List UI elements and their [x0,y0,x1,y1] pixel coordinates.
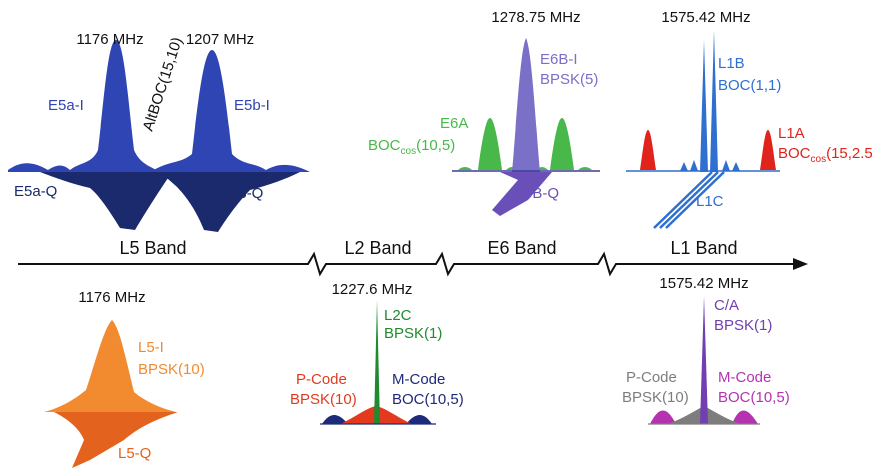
l1c-lines [653,171,725,229]
l1-pcode-label: P-Code [626,369,677,386]
l1-pcode-modulation: BPSK(10) [622,389,689,406]
e6b-q-label: E6B-Q [514,185,559,202]
l2c-modulation: BPSK(1) [384,325,442,342]
l2-mcode-lobes [322,415,432,424]
gps-l5-spectrum [44,320,178,468]
l2c-line [374,300,380,424]
l5-q-lobe [54,412,178,468]
axis-arrow-head [793,258,808,270]
l1b-main-lobes [700,30,718,172]
e6b-i-lobe [512,38,540,172]
l5-i-modulation: BPSK(10) [138,361,205,378]
l5-i-label: L5-I [138,339,164,356]
ca-label: C/A [714,297,739,314]
galileo-e5-spectrum [8,40,310,232]
e5b-i-lobe [150,50,310,172]
l1a-modulation: BOCcos(15,2.5 [778,145,873,165]
altboc-label: AltBOC(15,10) [140,35,186,133]
band-label-l5: L5 Band [119,238,186,258]
ca-modulation: BPSK(1) [714,317,772,334]
l1b-modulation: BOC(1,1) [718,77,781,94]
e5b-q-lobe [160,172,300,232]
e5b-q-label: E5b-Q [220,185,263,202]
l1-small-lobes [680,160,740,171]
frequency-axis [18,251,808,277]
e5a-frequency: 1176 MHz [76,31,143,48]
e5a-i-label: E5a-I [48,97,84,114]
l2-mcode-label: M-Code [392,371,445,388]
l2-mcode-modulation: BOC(10,5) [392,391,464,408]
l2c-label: L2C [384,307,412,324]
l1-mcode-modulation: BOC(10,5) [718,389,790,406]
l1a-label: L1A [778,125,805,142]
l1-mcode-label: M-Code [718,369,771,386]
l5-frequency: 1176 MHz [78,289,145,306]
l1-frequency: 1575.42 MHz [661,9,750,26]
e6-frequency: 1278.75 MHz [491,9,580,26]
l1a-left-lobe [640,130,656,170]
gps-l1-spectrum [648,296,760,425]
e6-small-lobes [458,167,592,170]
band-label-l2: L2 Band [344,238,411,258]
e5a-i-lobe [8,40,160,172]
l2-frequency: 1227.6 MHz [332,281,413,298]
l5-q-label: L5-Q [118,445,151,462]
e5b-frequency: 1207 MHz [186,31,254,48]
ca-line [700,296,708,424]
e6a-modulation: BOCcos(10,5) [368,137,455,157]
l2-pcode-label: P-Code [296,371,347,388]
l1b-label: L1B [718,55,745,72]
l1a-right-lobe [760,130,776,170]
l1-mcode-lobes [650,410,758,424]
e5b-i-label: E5b-I [234,97,270,114]
l2-pcode-modulation: BPSK(10) [290,391,357,408]
e6b-i-label: E6B-I [540,51,578,68]
e6b-q-lobe [492,172,552,216]
gps-l1-frequency: 1575.42 MHz [659,275,748,292]
band-label-l1: L1 Band [670,238,737,258]
e5a-q-lobe [40,172,172,230]
galileo-l1-spectrum [626,30,780,229]
l5-i-lobe [44,320,176,412]
band-label-e6: E6 Band [487,238,556,258]
e6b-i-modulation: BPSK(5) [540,71,598,88]
gps-l2-spectrum [320,300,436,425]
e6a-side-lobes [478,118,574,170]
galileo-e6-spectrum [452,38,600,216]
e6a-label: E6A [440,115,468,132]
e5a-q-label: E5a-Q [14,183,57,200]
l1c-label: L1C [696,193,724,210]
